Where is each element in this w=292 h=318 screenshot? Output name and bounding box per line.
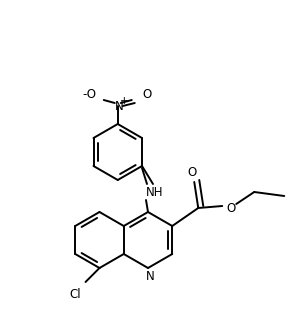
- Text: Cl: Cl: [70, 287, 81, 301]
- Text: O: O: [227, 202, 236, 215]
- Text: O: O: [188, 165, 197, 178]
- Text: NH: NH: [146, 185, 164, 198]
- Text: N: N: [114, 100, 123, 113]
- Text: O: O: [142, 88, 151, 101]
- Text: +: +: [120, 96, 129, 106]
- Text: -O: -O: [83, 88, 97, 101]
- Text: N: N: [146, 269, 154, 282]
